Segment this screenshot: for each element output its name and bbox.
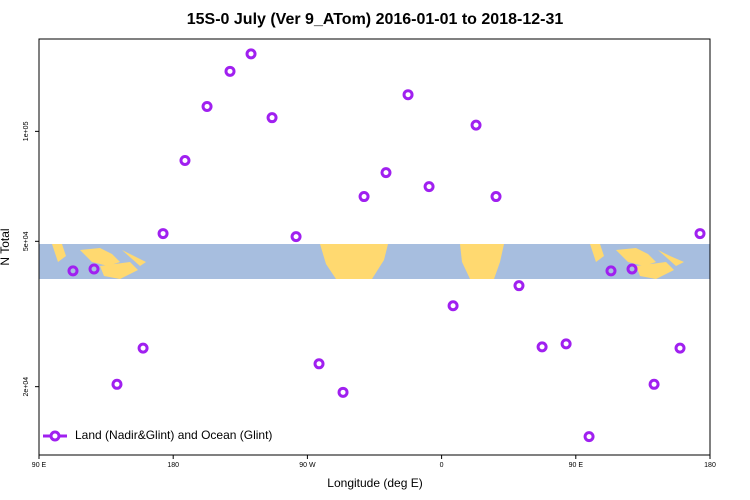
x-tick-label: 0 [440, 462, 444, 469]
point [111, 378, 123, 390]
point [626, 263, 638, 275]
land [590, 244, 684, 279]
y-axis-label: N Total [0, 228, 12, 265]
y-tick-label: 1e+05 [23, 121, 30, 141]
point [423, 181, 435, 193]
land [52, 244, 146, 279]
x-axis-label: Longitude (deg E) [327, 476, 422, 490]
y-tick-label: 5e+04 [23, 231, 30, 251]
point [447, 300, 459, 312]
chart-title: 15S-0 July (Ver 9_ATom) 2016-01-01 to 20… [187, 11, 564, 28]
x-tick-label: 90 E [569, 462, 584, 469]
point [358, 191, 370, 203]
point [605, 265, 617, 277]
x-tick-label: 180 [167, 462, 179, 469]
point [137, 342, 149, 354]
point [201, 100, 213, 112]
point [513, 280, 525, 292]
point [179, 155, 191, 167]
point [290, 231, 302, 243]
point [674, 342, 686, 354]
point [157, 228, 169, 240]
point [313, 358, 325, 370]
y-tick-label: 2e+04 [23, 377, 30, 397]
point [470, 119, 482, 131]
legend-marker [49, 430, 61, 442]
point [648, 378, 660, 390]
land [320, 244, 388, 279]
x-tick-label: 90 W [299, 462, 316, 469]
point [560, 338, 572, 350]
point [490, 191, 502, 203]
point [380, 167, 392, 179]
point [245, 48, 257, 60]
point [337, 386, 349, 398]
point [266, 112, 278, 124]
x-tick-label: 180 [704, 462, 716, 469]
point [224, 65, 236, 77]
plot-frame [38, 38, 711, 456]
point [536, 341, 548, 353]
legend-label: Land (Nadir&Glint) and Ocean (Glint) [75, 428, 272, 442]
point [88, 263, 100, 275]
point [583, 431, 595, 443]
map-band [39, 244, 710, 279]
point [402, 89, 414, 101]
point [694, 228, 706, 240]
land [460, 244, 504, 279]
point [67, 265, 79, 277]
x-tick-label: 90 E [32, 462, 47, 469]
